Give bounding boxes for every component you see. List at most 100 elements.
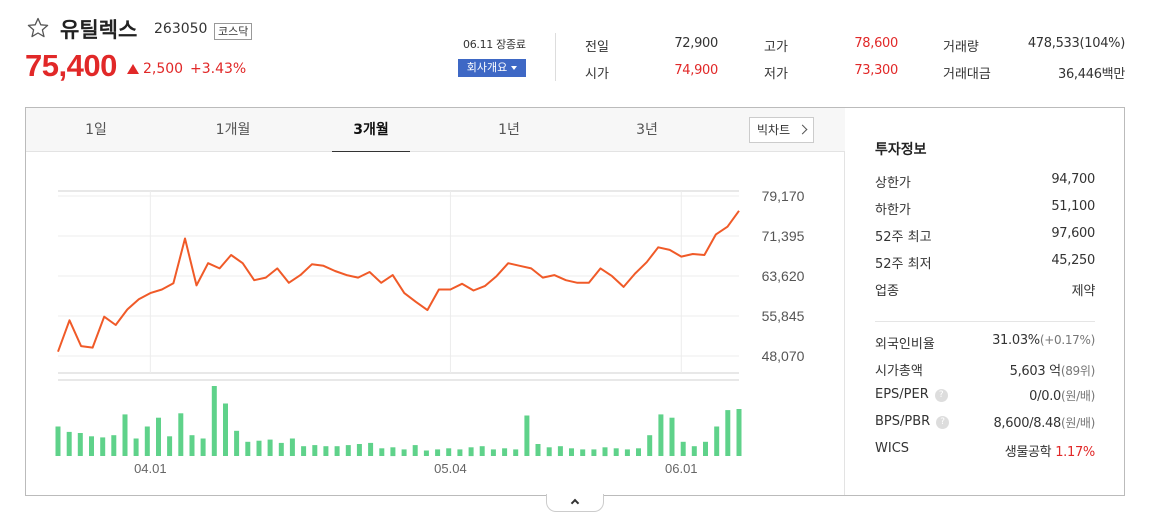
volume-bar (156, 417, 161, 456)
volume-bar (211, 386, 217, 456)
tab-1month[interactable]: 1개월 (215, 122, 251, 138)
lower-limit-label: 하한가 (875, 203, 911, 218)
volume-bar (122, 414, 128, 456)
foreign-ratio-change: (+0.17%) (1039, 333, 1095, 347)
volume-bar (334, 446, 340, 456)
volume-bar (178, 413, 184, 456)
tab-1year[interactable]: 1년 (498, 122, 520, 138)
bigchart-label: 빅차트 (757, 123, 791, 137)
low52-row: 52주 최저 45,250 (875, 253, 1095, 272)
period-tabs: 1일 1개월 3개월 1년 3년 빅차트 (26, 108, 845, 152)
volume-bar (223, 403, 228, 456)
volume-bar (89, 436, 94, 456)
foreign-ratio-value: 31.03%(+0.17%) (992, 333, 1095, 348)
volume-bar (703, 441, 708, 456)
volume-bar (602, 447, 608, 457)
volume-bar (100, 437, 106, 456)
investment-info: 투자정보 상한가 94,700 하한가 51,100 52주 최고 97,600… (846, 108, 1124, 495)
lower-limit-value: 51,100 (1051, 199, 1095, 214)
sector-value[interactable]: 제약 (1071, 284, 1096, 299)
volume-bar (55, 426, 61, 456)
bps-pbr-row: BPS/PBR? 8,600/8.48(원/배) (875, 414, 1095, 432)
y-tick-label: 79,170 (762, 188, 805, 204)
sector-label: 업종 (875, 284, 899, 299)
bigchart-button[interactable]: 빅차트 (749, 117, 814, 143)
volume-bar (535, 444, 541, 456)
volume-label: 거래량 (943, 40, 979, 55)
collapse-chart-button[interactable] (546, 494, 604, 512)
volume-bar (379, 448, 385, 456)
x-axis-ticks: 04.01 05.04 06.01 (134, 461, 697, 476)
eps-per-label: EPS/PER? (875, 387, 948, 402)
volume-bar (66, 431, 72, 456)
volume-bar (468, 447, 474, 457)
chevron-right-icon (797, 124, 808, 135)
help-icon[interactable]: ? (934, 389, 948, 402)
volume-bar (390, 447, 396, 457)
volume-bar (658, 414, 664, 456)
lower-limit-row: 하한가 51,100 (875, 199, 1095, 218)
x-tick-label: 06.01 (665, 461, 698, 476)
volume-bar (77, 433, 83, 456)
market-cap-value: 5,603 억(89위) (1010, 360, 1096, 379)
volume-bar (267, 439, 273, 456)
market-cap-label: 시가총액 (875, 364, 923, 379)
upper-limit-label: 상한가 (875, 176, 911, 191)
volume-bars (55, 386, 742, 457)
prev-close-label: 전일 (585, 40, 609, 55)
y-tick-label: 63,620 (762, 268, 805, 284)
volume-bar (412, 445, 418, 456)
volume-bar (189, 435, 195, 456)
upper-limit-row: 상한가 94,700 (875, 172, 1095, 191)
volume-bar (345, 445, 351, 456)
eps-per-unit: (원/배) (1061, 389, 1095, 403)
company-overview-button[interactable]: 회사개요 (458, 59, 526, 77)
volume-bar (502, 448, 508, 456)
investment-info-title: 투자정보 (875, 142, 927, 158)
low-value: 73,300 (854, 63, 898, 78)
tab-3years[interactable]: 3년 (636, 122, 658, 138)
sector-row: 업종 제약 (875, 280, 1096, 299)
volume-bar (234, 430, 240, 456)
volume-bar (368, 442, 374, 456)
wics-sector[interactable]: 생물공학 (1004, 445, 1052, 460)
chart-area: 1일 1개월 3개월 1년 3년 빅차트 79,170 71,395 63,620 5… (26, 108, 845, 495)
volume-bar (714, 426, 720, 456)
market-badge: 코스닥 (214, 23, 253, 40)
volume-bar (312, 445, 318, 456)
high52-value: 97,600 (1051, 226, 1095, 241)
star-icon[interactable] (26, 16, 50, 40)
help-icon[interactable]: ? (936, 416, 950, 429)
bps-pbr-label-text: BPS/PBR (875, 414, 931, 429)
price-change: 2,500 (143, 61, 184, 77)
prev-close-value: 72,900 (674, 36, 718, 51)
wics-row: WICS 생물공학 1.17% (875, 441, 1096, 460)
volume-bar (278, 442, 284, 456)
volume-bar (591, 449, 597, 456)
divider (875, 321, 1095, 322)
y-tick-label: 71,395 (762, 228, 805, 244)
volume-bar (457, 449, 463, 456)
open-value: 74,900 (674, 63, 718, 78)
wics-value: 생물공학 1.17% (1004, 441, 1096, 460)
tab-3months[interactable]: 3개월 (332, 108, 410, 152)
x-tick-label: 05.04 (434, 461, 467, 476)
volume-bar (725, 410, 731, 456)
volume-bar (289, 438, 295, 456)
divider (555, 33, 556, 81)
x-tick-label: 04.01 (134, 461, 167, 476)
volume-bar (736, 409, 742, 456)
eps-per-label-text: EPS/PER (875, 387, 929, 402)
stock-name: 유틸렉스 (60, 18, 138, 42)
current-price: 75,400 (25, 48, 117, 83)
price-line (57, 210, 740, 353)
wics-rate: 1.17% (1055, 445, 1095, 460)
amount-value: 36,446백만 (1057, 67, 1125, 82)
y-axis-ticks: 79,170 71,395 63,620 55,845 48,070 (762, 188, 805, 364)
open-label: 시가 (585, 67, 609, 82)
upper-limit-value: 94,700 (1051, 172, 1095, 187)
volume-bar (580, 449, 586, 456)
tab-1day[interactable]: 1일 (85, 122, 107, 138)
market-cap-rank: (89위) (1060, 364, 1095, 378)
bps-pbr-label: BPS/PBR? (875, 414, 950, 429)
